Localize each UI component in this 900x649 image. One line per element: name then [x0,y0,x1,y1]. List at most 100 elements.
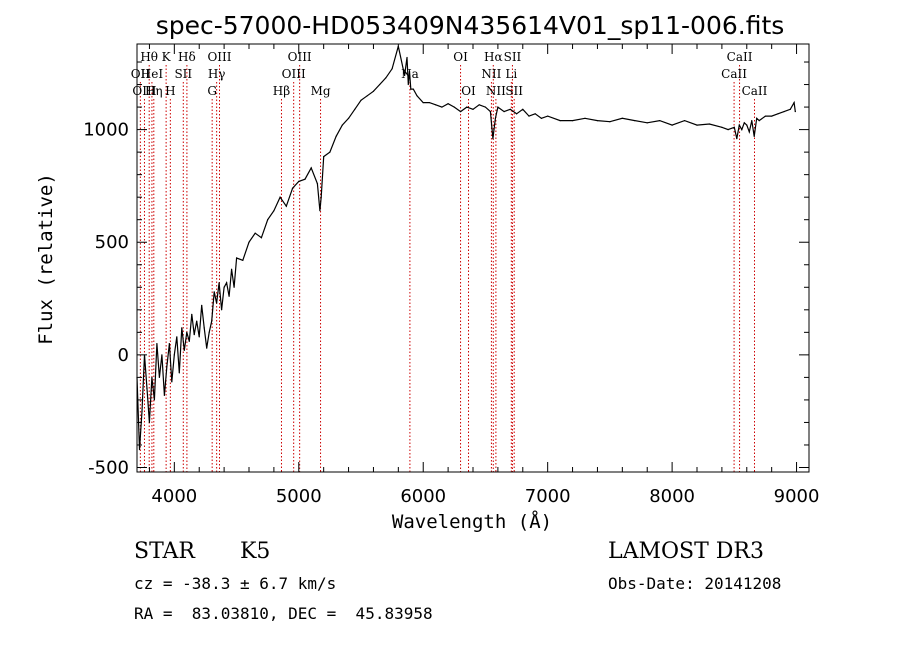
flux-point-115 [736,138,738,140]
flux-point-118 [743,122,745,124]
flux-point-77 [428,101,431,104]
line-marker-label-1: OII [131,67,151,81]
flux-point-36 [226,282,228,284]
spectral-subclass: K5 [240,539,271,564]
line-marker-label-9: OIII [207,50,231,64]
flux-point-53 [316,183,319,185]
flux-point-129 [789,108,791,110]
line-marker-label-12: OIII [288,50,312,64]
flux-point-113 [727,129,729,131]
line-marker-label-13: OIII [282,67,306,81]
flux-point-48 [285,205,287,207]
y-tick-label-3: 1000 [83,120,129,141]
flux-point-50 [298,180,300,183]
x-tick-label-1: 5000 [276,486,322,507]
flux-point-83 [466,106,468,108]
flux-point-122 [753,135,755,137]
line-marker-label-26: CaII [721,67,747,81]
flux-point-79 [441,106,443,108]
flux-point-14 [171,381,173,383]
flux-point-30 [211,320,213,322]
flux-point-90 [497,106,499,108]
flux-point-7 [153,399,156,401]
flux-point-103 [609,121,611,123]
flux-point-43 [254,232,256,234]
flux-point-71 [407,83,409,86]
flux-point-35 [223,286,225,288]
line-marker-label-20: NII [481,67,501,81]
flux-point-111 [708,123,711,125]
flux-point-33 [218,282,220,284]
flux-point-126 [771,115,773,117]
flux-point-49 [291,187,294,189]
flux-point-5 [148,421,151,424]
flux-point-9 [158,376,160,378]
flux-point-41 [242,259,244,261]
flux-point-10 [161,354,163,356]
flux-point-46 [273,210,275,212]
flux-point-89 [494,117,496,119]
line-marker-label-4: Hη [145,84,163,98]
flux-point-23 [193,333,195,336]
flux-point-114 [733,126,735,128]
flux-point-15 [173,354,175,356]
flux-point-25 [198,336,200,338]
flux-point-95 [528,115,530,117]
flux-point-16 [176,336,178,338]
flux-point-88 [492,138,494,140]
flux-point-104 [621,117,623,119]
flux-point-117 [741,129,743,131]
line-marker-label-6: SII [174,67,192,81]
line-marker-label-14: Hβ [273,84,290,98]
flux-point-87 [489,110,492,113]
line-marker-label-22: SII [504,50,522,64]
flux-point-123 [756,117,758,119]
flux-series-line [136,46,796,450]
flux-point-4 [146,388,148,390]
axis-tick-labels: 4000 5000 6000 7000 8000 9000 -500 0 500 1000 [83,120,819,507]
line-marker-label-23: Li [505,67,517,81]
flux-point-73 [410,88,412,90]
flux-point-120 [748,131,750,133]
flux-point-107 [659,119,661,122]
line-marker-label-5: K [162,50,172,64]
flux-point-64 [372,90,375,92]
flux-point-1 [138,448,141,451]
sky-coordinates: RA = 83.03810, DEC = 45.83958 [134,604,433,623]
flux-point-85 [478,104,480,106]
flux-point-105 [634,119,636,122]
flux-point-72 [408,70,411,72]
redshift-value: cz = -38.3 ± 6.7 km/s [134,574,337,593]
flux-point-20 [186,331,188,333]
flux-point-70 [406,56,408,59]
flux-point-47 [279,196,281,198]
flux-point-59 [341,124,343,126]
flux-point-39 [233,286,235,288]
flux-point-18 [181,327,183,329]
x-tick-label-4: 8000 [649,486,695,507]
axis-ticks [137,44,809,472]
line-marker-label-11: G [207,84,217,98]
y-tick-label-2: 500 [95,232,129,253]
flux-point-12 [166,365,168,367]
flux-point-93 [515,113,518,115]
flux-point-75 [416,95,418,97]
flux-point-124 [758,119,760,122]
flux-point-78 [435,104,437,106]
flux-point-91 [503,110,505,113]
x-tick-label-3: 7000 [525,486,571,507]
x-axis-label: Wavelength (Å) [392,510,552,533]
flux-point-37 [228,295,230,297]
y-tick-label-0: -500 [88,457,129,478]
flux-point-131 [794,110,796,113]
flux-point-31 [213,291,215,293]
flux-point-38 [230,268,233,270]
flux-point-116 [738,124,740,126]
flux-point-81 [453,106,455,108]
flux-point-42 [248,241,250,243]
flux-point-76 [422,101,424,104]
flux-point-58 [335,135,337,137]
flux-point-86 [484,106,487,108]
flux-point-82 [459,110,462,113]
